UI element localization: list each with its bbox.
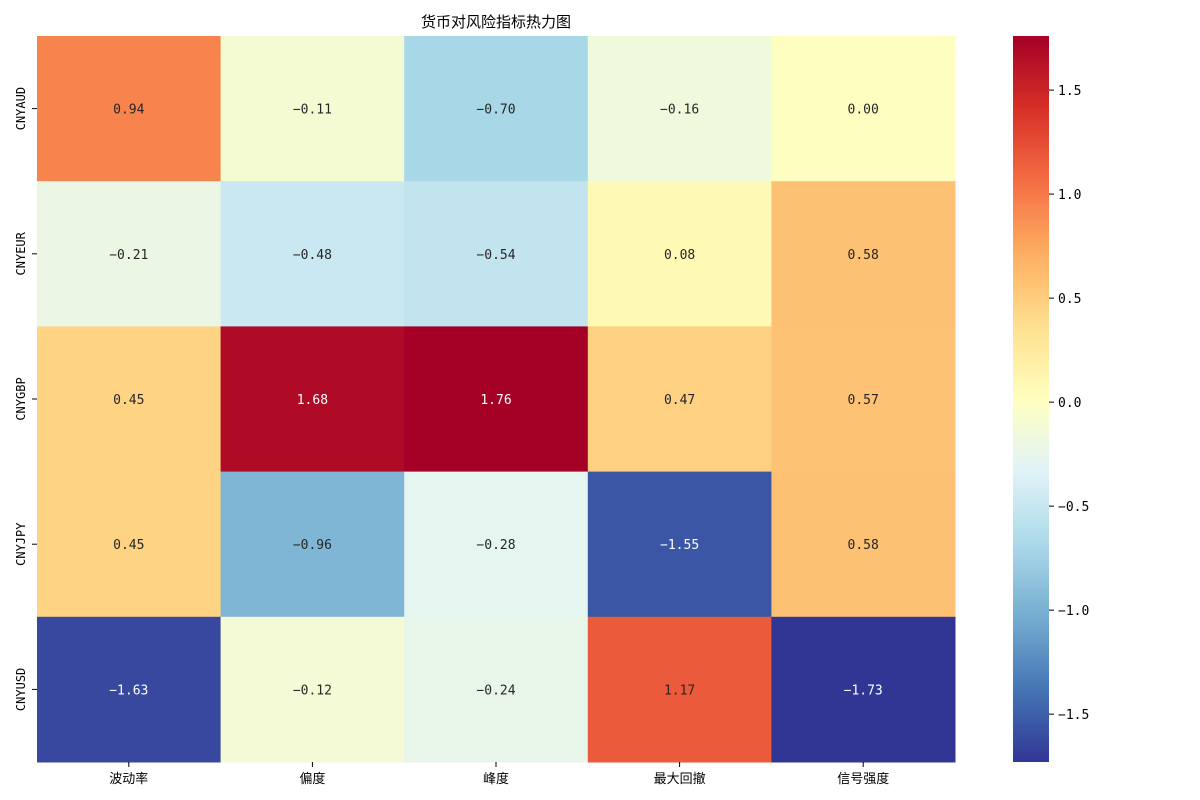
cell-value-label: −0.96 (293, 538, 332, 553)
heatmap-cell (771, 616, 956, 763)
cell-value-label: −0.11 (293, 103, 332, 118)
colorbar: −1.5 −1.0 −0.5 0.0 0.5 1.0 1.5 (1013, 36, 1089, 762)
heatmap-cell (404, 326, 589, 473)
cell-value-label: −0.54 (476, 248, 515, 263)
colorbar-tick-label: −1.0 (1058, 604, 1089, 619)
heatmap-cell (404, 181, 589, 327)
cell-value-label: 0.57 (848, 393, 879, 408)
cell-value-label: −0.70 (476, 103, 515, 118)
cell-value-label: 0.45 (113, 538, 144, 553)
x-tick-label: 峰度 (483, 771, 509, 787)
cell-value-label: −0.16 (660, 103, 699, 118)
y-axis-ticks: CNYAUD CNYEUR CNYGBP CNYJPY CNYUSD (14, 87, 37, 711)
x-axis-ticks: 波动率 偏度 峰度 最大回撤 信号强度 (109, 762, 889, 787)
cell-value-label: −0.48 (293, 248, 332, 263)
cell-value-label: −1.55 (660, 538, 699, 553)
cell-value-label: 0.58 (848, 248, 879, 263)
heatmap-cell (37, 616, 222, 763)
heatmap-cell (404, 36, 589, 182)
heatmap-cell (220, 471, 405, 618)
colorbar-tick-label: 1.0 (1058, 188, 1081, 203)
cell-value-label: −1.63 (109, 683, 148, 698)
x-tick-label: 偏度 (299, 771, 325, 787)
cell-value-label: 0.08 (664, 248, 695, 263)
heatmap-cell (37, 36, 222, 182)
colorbar-tick-label: 1.5 (1058, 84, 1081, 99)
colorbar-tick-label: 0.5 (1058, 292, 1081, 307)
y-tick-label: CNYEUR (14, 231, 28, 275)
y-tick-label: CNYAUD (14, 87, 28, 130)
heatmap-cell (587, 616, 772, 763)
heatmap-cell (37, 471, 222, 618)
heatmap-cell (771, 36, 956, 182)
x-tick-label: 信号强度 (837, 771, 889, 787)
heatmap-cell (771, 471, 956, 618)
y-tick-label: CNYJPY (14, 522, 28, 566)
colorbar-gradient (1013, 36, 1049, 762)
colorbar-tick-label: 0.0 (1058, 396, 1081, 411)
heatmap-cell (587, 181, 772, 327)
cell-value-label: 0.00 (848, 103, 879, 118)
colorbar-tick-label: −0.5 (1058, 500, 1089, 515)
heatmap-cell (37, 326, 222, 473)
heatmap-cells: 0.94 −0.11 −0.70 −0.16 0.00 −0.21 −0.48 −0.54 0.… (37, 36, 956, 763)
heatmap-cell (220, 326, 405, 473)
cell-value-label: 0.58 (848, 538, 879, 553)
cell-value-label: 1.68 (297, 393, 328, 408)
heatmap-cell (404, 471, 589, 618)
cell-value-label: −0.21 (109, 248, 148, 263)
heatmap-cell (587, 326, 772, 473)
cell-value-label: −1.73 (844, 683, 883, 698)
x-tick-label: 波动率 (109, 771, 148, 787)
cell-value-label: 1.17 (664, 683, 695, 698)
y-tick-label: CNYGBP (14, 377, 28, 420)
colorbar-tick-label: −1.5 (1058, 708, 1089, 723)
heatmap-cell (220, 36, 405, 182)
y-tick-label: CNYUSD (14, 668, 28, 711)
cell-value-label: −0.28 (476, 538, 515, 553)
heatmap-cell (587, 471, 772, 618)
cell-value-label: 0.94 (113, 103, 144, 118)
cell-value-label: 1.76 (480, 393, 511, 408)
heatmap-cell (587, 36, 772, 182)
chart-title: 货币对风险指标热力图 (421, 13, 571, 31)
cell-value-label: −0.12 (293, 683, 332, 698)
cell-value-label: 0.45 (113, 393, 144, 408)
heatmap-cell (404, 616, 589, 763)
heatmap-cell (220, 181, 405, 327)
heatmap-cell (37, 181, 222, 327)
heatmap-cell (771, 181, 956, 327)
heatmap-cell (771, 326, 956, 473)
cell-value-label: 0.47 (664, 393, 695, 408)
x-tick-label: 最大回撤 (654, 771, 706, 787)
cell-value-label: −0.24 (476, 683, 515, 698)
heatmap-cell (220, 616, 405, 763)
